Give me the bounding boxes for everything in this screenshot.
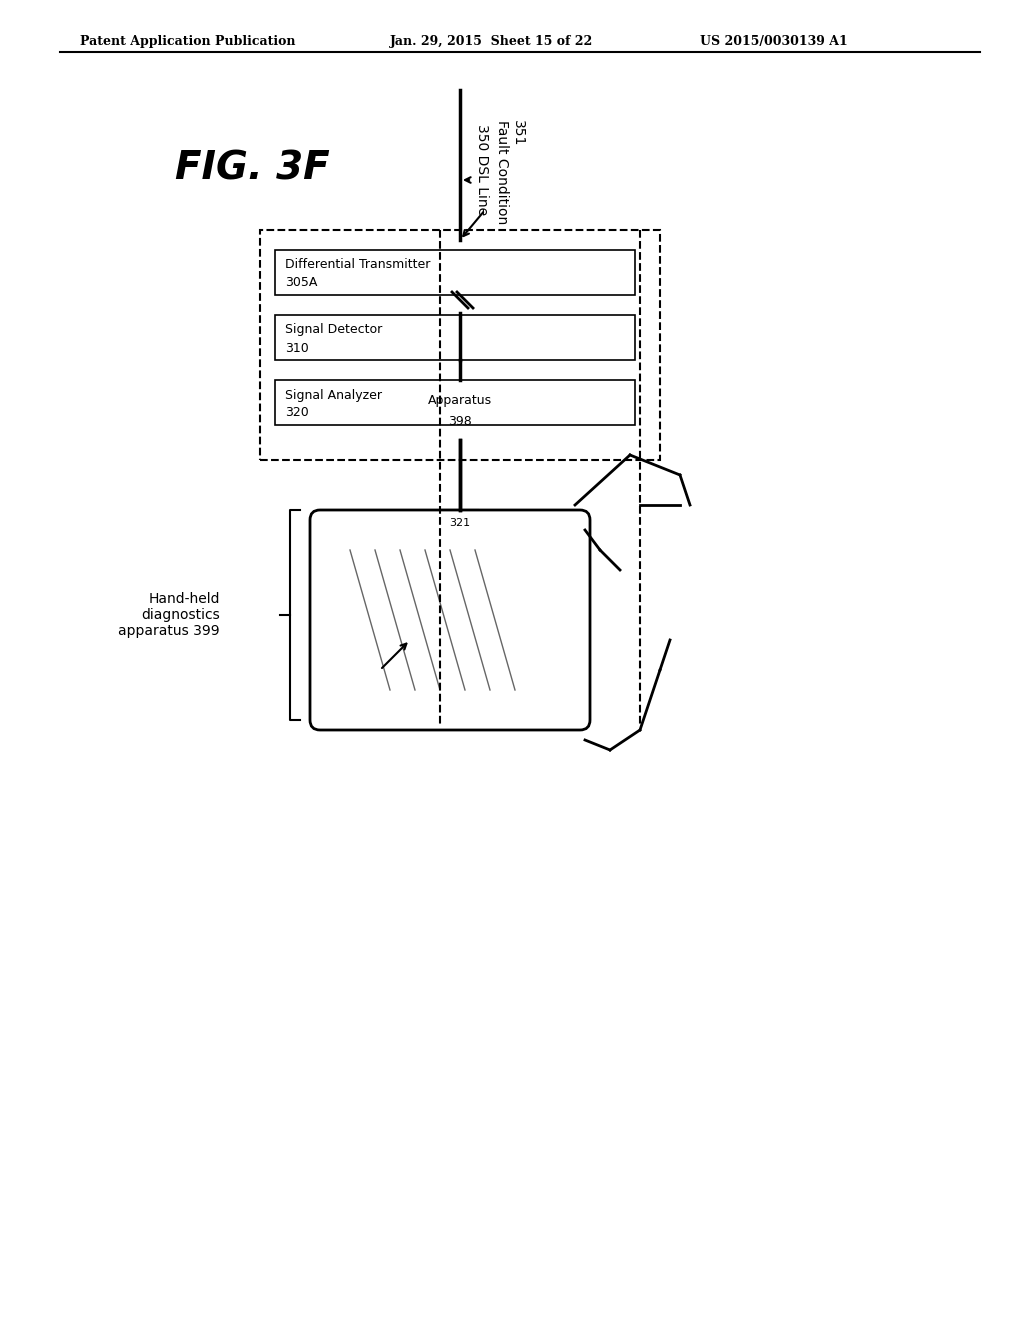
Text: Differential Transmitter: Differential Transmitter <box>285 259 430 272</box>
Text: Hand-held
diagnostics
apparatus 399: Hand-held diagnostics apparatus 399 <box>119 591 220 638</box>
Text: 351
Fault Condition: 351 Fault Condition <box>495 120 525 224</box>
Text: US 2015/0030139 A1: US 2015/0030139 A1 <box>700 36 848 48</box>
FancyBboxPatch shape <box>275 380 635 425</box>
Text: 320: 320 <box>285 407 309 420</box>
Text: Jan. 29, 2015  Sheet 15 of 22: Jan. 29, 2015 Sheet 15 of 22 <box>390 36 593 48</box>
Text: 305A: 305A <box>285 276 317 289</box>
Text: Signal Detector: Signal Detector <box>285 323 382 337</box>
FancyBboxPatch shape <box>260 230 660 459</box>
Text: Patent Application Publication: Patent Application Publication <box>80 36 296 48</box>
Text: 350 DSL Line: 350 DSL Line <box>475 124 489 215</box>
FancyBboxPatch shape <box>425 380 495 440</box>
Text: Signal Analyzer: Signal Analyzer <box>285 388 382 401</box>
Text: 398: 398 <box>449 414 472 428</box>
FancyBboxPatch shape <box>275 315 635 360</box>
FancyBboxPatch shape <box>442 510 478 535</box>
Text: FIG. 3F: FIG. 3F <box>175 150 330 187</box>
Text: 321: 321 <box>450 517 471 528</box>
FancyBboxPatch shape <box>310 510 590 730</box>
FancyBboxPatch shape <box>275 249 635 294</box>
Text: Apparatus: Apparatus <box>428 393 493 407</box>
Text: 310: 310 <box>285 342 309 355</box>
